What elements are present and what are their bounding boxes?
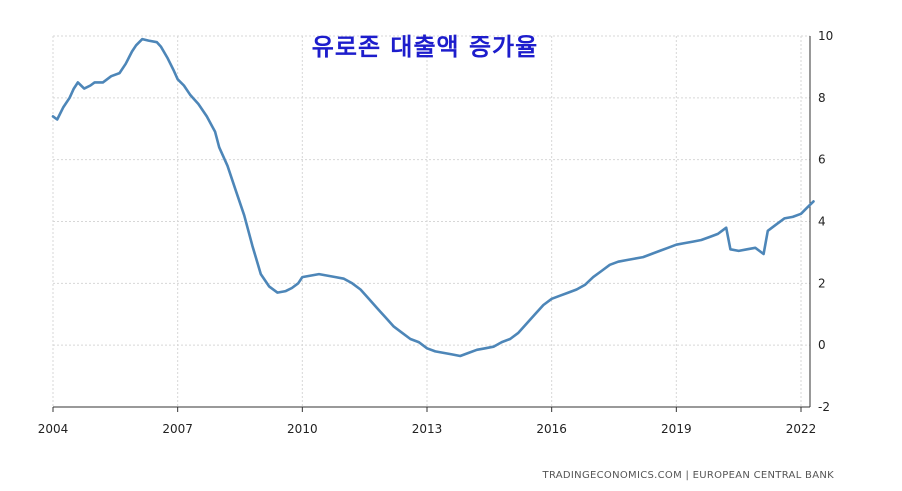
chart-source-credit: TRADINGECONOMICS.COM | EUROPEAN CENTRAL … [542,470,835,481]
chart-title: 유로존 대출액 증가율 [312,33,538,61]
gridlines [52,35,810,407]
series-line [51,37,815,358]
x-tick-label: 2016 [536,422,567,436]
axes [52,36,811,412]
y-tick-label: 2 [818,276,826,290]
x-tick-label: 2022 [786,422,817,436]
tick-labels: -2 0 2 4 6 8 10 2004 2007 2010 2013 2016 2019 2022 [38,29,834,436]
x-tick-label: 2019 [661,422,692,436]
y-tick-label: 8 [818,91,826,105]
y-tick-label: 10 [818,29,833,43]
series-layer [51,37,815,358]
x-tick-label: 2013 [412,422,443,436]
y-tick-label: 0 [818,338,826,352]
x-tick-label: 2004 [38,422,69,436]
y-tick-label: -2 [818,400,830,414]
x-tick-label: 2007 [162,422,193,436]
y-tick-label: 4 [818,215,826,229]
x-tick-label: 2010 [287,422,318,436]
y-tick-label: 6 [818,153,826,167]
